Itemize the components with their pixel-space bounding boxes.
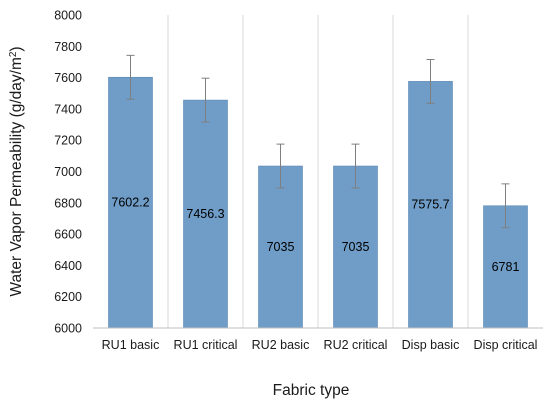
y-tick-label: 7000 <box>54 165 82 179</box>
x-category-label: RU2 critical <box>324 338 388 352</box>
y-tick-label: 7800 <box>54 40 82 54</box>
data-label: 7035 <box>342 240 370 254</box>
x-category-label: RU1 critical <box>174 338 238 352</box>
y-axis-title-close: ) <box>8 46 25 51</box>
data-label: 7035 <box>267 240 295 254</box>
y-tick-label: 6000 <box>54 322 82 336</box>
data-label: 7575.7 <box>411 198 449 212</box>
y-axis-title-main: Water Vapor Permeability (g/day/m <box>8 57 25 296</box>
data-label: 7456.3 <box>186 207 224 221</box>
bar <box>108 76 153 329</box>
x-category-label: RU2 basic <box>252 338 310 352</box>
error-bars-group <box>126 54 510 229</box>
y-tick-label: 6400 <box>54 259 82 273</box>
x-category-label: Disp basic <box>402 338 460 352</box>
bars-group <box>108 76 528 329</box>
x-axis-title: Fabric type <box>273 382 350 399</box>
y-tick-label: 6800 <box>54 196 82 210</box>
category-separators <box>167 15 469 328</box>
x-category-label: Disp critical <box>474 338 538 352</box>
y-tick-label: 6200 <box>54 290 82 304</box>
y-axis-title-superscript: 2 <box>8 51 19 57</box>
y-tick-label: 8000 <box>54 9 82 23</box>
data-label: 7602.2 <box>111 196 149 210</box>
y-tick-label: 6600 <box>54 228 82 242</box>
data-labels-group: 7602.2 7456.3 7035 7035 7575.7 6781 <box>111 196 519 274</box>
y-axis-title: Water Vapor Permeability (g/day/m2) <box>8 46 25 296</box>
x-category-label: RU1 basic <box>102 338 160 352</box>
y-tick-label: 7600 <box>54 71 82 85</box>
x-category-labels: RU1 basic RU1 critical RU2 basic RU2 critic… <box>102 338 538 352</box>
data-label: 6781 <box>492 260 520 274</box>
y-tick-label: 7200 <box>54 134 82 148</box>
y-tick-labels: 6000 6200 6400 6600 6800 7000 7200 7400 7600 7800… <box>54 9 82 336</box>
y-tick-label: 7400 <box>54 102 82 116</box>
